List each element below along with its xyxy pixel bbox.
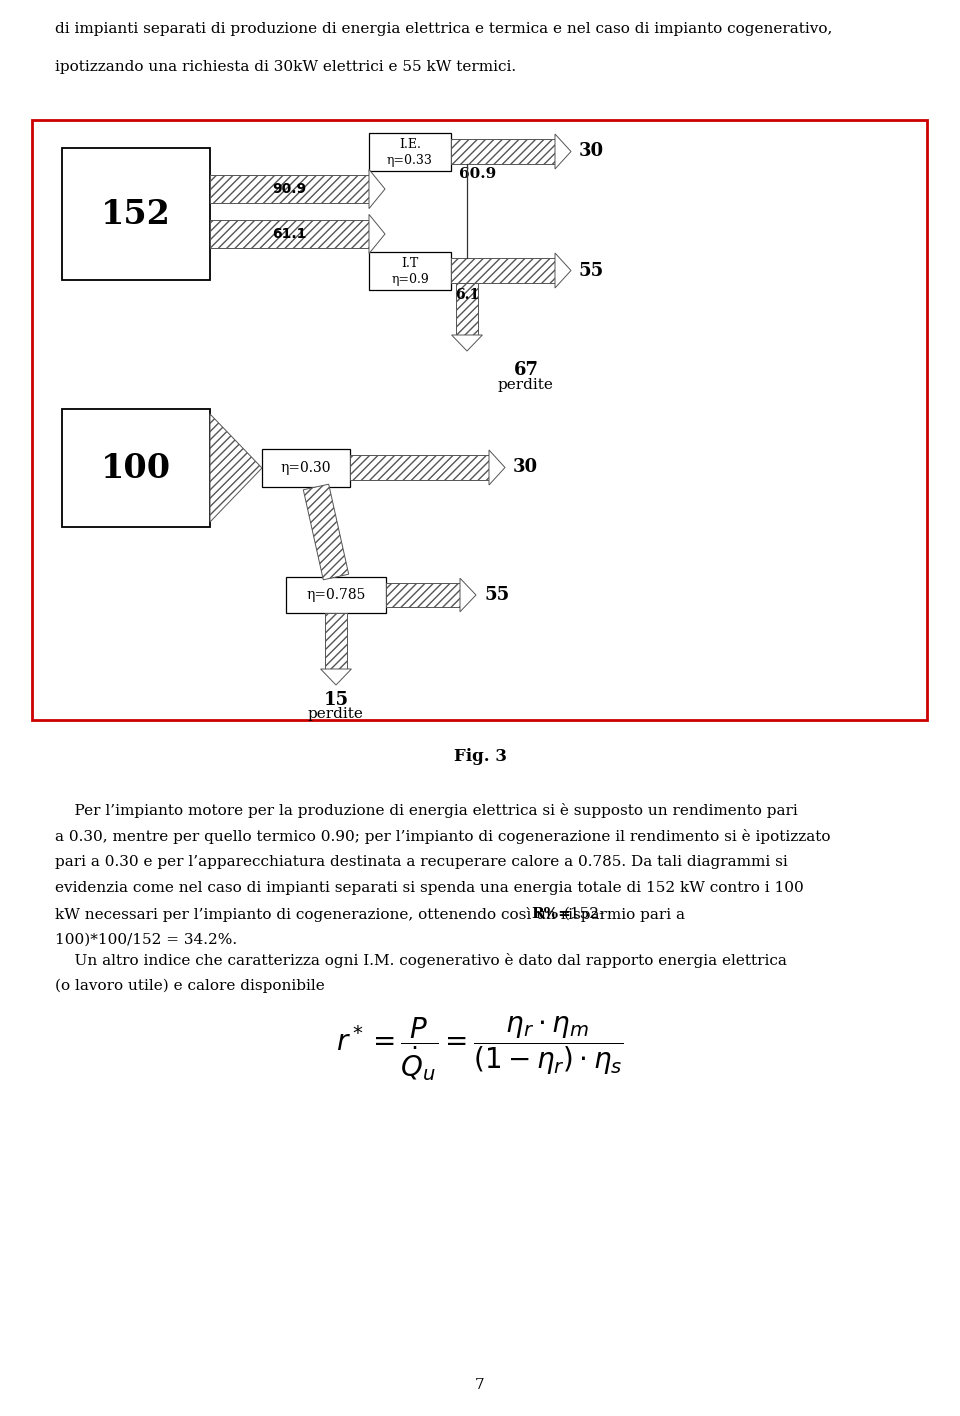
- Text: η=0.30: η=0.30: [280, 462, 331, 474]
- Text: 60.9: 60.9: [459, 167, 496, 181]
- Polygon shape: [369, 170, 385, 208]
- Bar: [386, 583, 460, 607]
- Polygon shape: [210, 413, 262, 523]
- Polygon shape: [321, 668, 351, 685]
- Text: 30: 30: [513, 459, 539, 477]
- Text: 55: 55: [579, 262, 604, 279]
- Text: a 0.30, mentre per quello termico 0.90; per l’impianto di cogenerazione il rendi: a 0.30, mentre per quello termico 0.90; …: [55, 828, 830, 844]
- Bar: [369, 252, 451, 290]
- Text: 67: 67: [514, 361, 539, 379]
- Bar: [62, 409, 210, 527]
- Text: I.T: I.T: [401, 256, 419, 270]
- Bar: [262, 449, 350, 487]
- Text: Fig. 3: Fig. 3: [453, 748, 507, 765]
- Bar: [32, 120, 927, 719]
- Bar: [369, 133, 451, 171]
- Text: 100)*100/152 = 34.2%.: 100)*100/152 = 34.2%.: [55, 933, 237, 947]
- Text: ipotizzando una richiesta di 30kW elettrici e 55 kW termici.: ipotizzando una richiesta di 30kW elettr…: [55, 59, 516, 74]
- Polygon shape: [460, 578, 476, 612]
- Bar: [286, 576, 386, 613]
- Text: 6.1: 6.1: [455, 287, 479, 302]
- Bar: [62, 149, 210, 280]
- Polygon shape: [555, 253, 571, 287]
- Text: 55: 55: [484, 586, 509, 605]
- Text: $r^* = \dfrac{P}{\dot{Q}_u} = \dfrac{\eta_r \cdot \eta_m}{(1 - \eta_r) \cdot \et: $r^* = \dfrac{P}{\dot{Q}_u} = \dfrac{\et…: [336, 1014, 624, 1083]
- Text: 7: 7: [475, 1378, 485, 1392]
- Text: evidenzia come nel caso di impianti separati si spenda una energia totale di 152: evidenzia come nel caso di impianti sepa…: [55, 881, 804, 895]
- Text: η=0.785: η=0.785: [306, 588, 366, 602]
- Text: R%=: R%=: [531, 908, 571, 920]
- Bar: [210, 219, 369, 248]
- Bar: [325, 613, 347, 668]
- Bar: [451, 139, 555, 164]
- Bar: [451, 258, 555, 283]
- Text: perdite: perdite: [308, 707, 364, 721]
- Text: 30: 30: [579, 143, 604, 160]
- Text: pari a 0.30 e per l’apparecchiatura destinata a recuperare calore a 0.785. Da ta: pari a 0.30 e per l’apparecchiatura dest…: [55, 855, 788, 869]
- Text: 100: 100: [101, 452, 171, 484]
- Bar: [210, 176, 369, 202]
- Polygon shape: [555, 135, 571, 169]
- Text: Per l’impianto motore per la produzione di energia elettrica si è supposto un re: Per l’impianto motore per la produzione …: [55, 803, 798, 818]
- Text: η=0.33: η=0.33: [387, 154, 433, 167]
- Polygon shape: [369, 214, 385, 253]
- Polygon shape: [303, 484, 348, 579]
- Bar: [456, 283, 478, 336]
- Text: 90.9: 90.9: [273, 183, 306, 195]
- Text: (152-: (152-: [560, 908, 605, 920]
- Text: Un altro indice che caratterizza ogni I.M. cogenerativo è dato dal rapporto ener: Un altro indice che caratterizza ogni I.…: [55, 953, 787, 969]
- Text: η=0.9: η=0.9: [391, 273, 429, 286]
- Text: di impianti separati di produzione di energia elettrica e termica e nel caso di : di impianti separati di produzione di en…: [55, 23, 832, 35]
- Text: I.E.: I.E.: [399, 137, 420, 152]
- Text: perdite: perdite: [498, 378, 554, 392]
- Polygon shape: [489, 450, 505, 486]
- Text: 61.1: 61.1: [273, 227, 306, 241]
- Text: (o lavoro utile) e calore disponibile: (o lavoro utile) e calore disponibile: [55, 978, 324, 994]
- Bar: [350, 455, 489, 480]
- Polygon shape: [451, 336, 482, 351]
- Text: kW necessari per l’impianto di cogenerazione, ottenendo così un risparmio pari a: kW necessari per l’impianto di cogeneraz…: [55, 908, 690, 922]
- Text: 152: 152: [101, 197, 171, 231]
- Text: 15: 15: [324, 691, 348, 709]
